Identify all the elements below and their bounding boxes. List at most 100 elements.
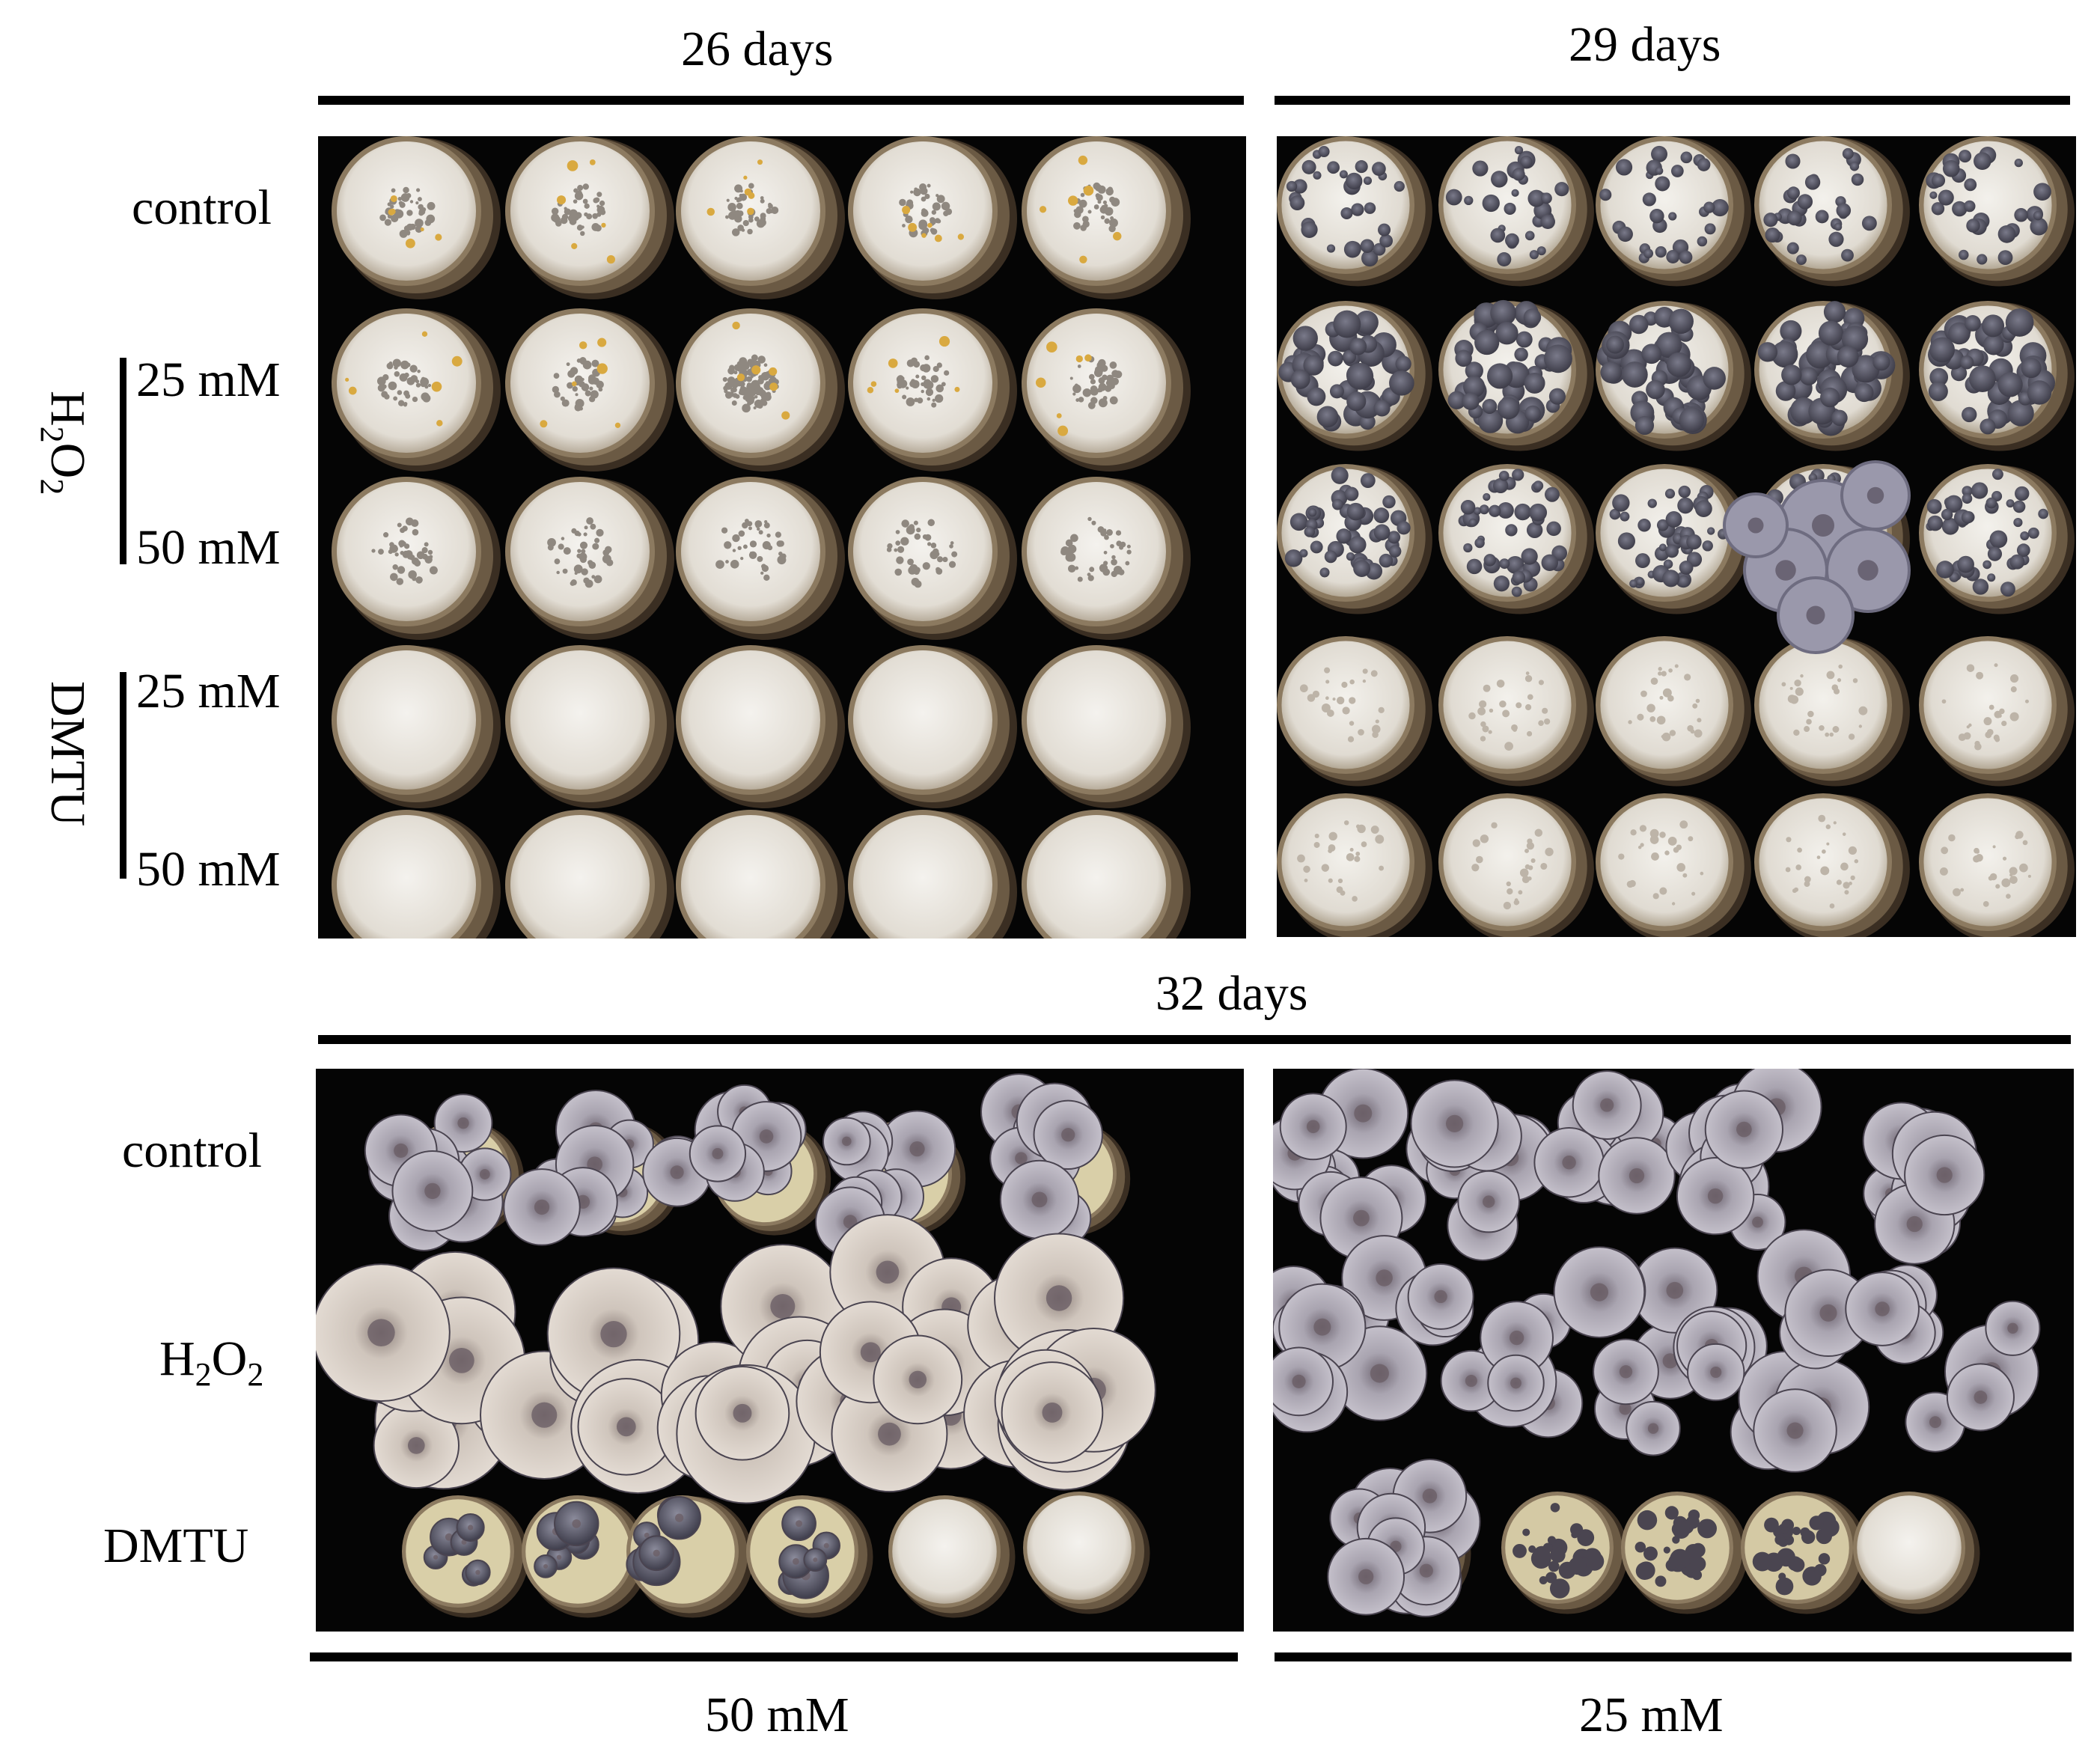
mushrooms-32d-25-control-1 [1273,1069,1426,1260]
footer-25mm: 25 mM [1579,1688,1724,1742]
jar-29d-r1-c4 [1754,136,1910,287]
mushrooms-32d-25-h2o2-4 [1676,1229,1872,1473]
jar-29d-r3-c1 [1277,464,1432,614]
mushrooms-32d-25-control-2 [1405,1079,1556,1261]
jar-32d-50-dmtu-6 [1023,1492,1150,1614]
row-label-dmtu-50mm: 50 mM [136,842,281,897]
mushrooms-32d-50-dmtu-1 [423,1513,491,1587]
row-label-h2o2-bottom: H2O2 [159,1331,264,1394]
row-label-control-top: control [132,180,272,235]
row-label-h2o2-25mm: 25 mM [136,353,281,407]
mushrooms-32d-50-control-2 [503,1090,654,1246]
jar-26d-r2-c4 [848,308,1017,471]
row-label-dmtu-bottom: DMTU [103,1519,249,1573]
header-rule-29-days [1275,96,2070,105]
photo-29-days [1277,136,2076,937]
jar-26d-r1-c2 [505,136,674,299]
jar-29d-r5-c4 [1754,793,1910,937]
jar-29d-r4-c1 [1277,636,1432,787]
jar-26d-r4-c3 [676,645,845,808]
mushrooms-32d-50-dmtu-3 [626,1495,701,1587]
jar-26d-r3-c2 [505,477,674,640]
bracket-h2o2 [120,358,126,564]
mushrooms-32d-25-h2o2-5 [1845,1264,2041,1453]
jar-26d-r1-c4 [848,136,1017,299]
primordia-32d-25-dmtu-3 [1634,1506,1717,1587]
mushrooms-32d-25-dmtu-1 [1327,1459,1481,1617]
group-label-dmtu: DMTU [40,681,95,827]
jar-26d-r2-c1 [332,308,501,471]
jar-26d-r3-c5 [1022,477,1191,640]
jar-29d-r2-c4 [1754,301,1910,451]
jar-26d-r3-c4 [848,477,1017,640]
mushrooms-32d-25-h2o2-2 [1395,1263,1584,1438]
jar-29d-r3-c3 [1596,464,1751,614]
footer-rule-50mm [310,1652,1238,1661]
jar-29d-r5-c1 [1277,793,1432,937]
header-26-days: 26 days [681,22,834,76]
primordia-32d-25-dmtu-2 [1513,1503,1605,1599]
jar-26d-r5-c4 [848,810,1017,939]
jar-26d-r5-c5 [1022,810,1191,939]
header-rule-32-days [318,1035,2071,1044]
mushrooms-32d-50-h2o2-4 [796,1214,1006,1493]
photo-26-days [318,136,1246,939]
jar-26d-r4-c2 [505,645,674,808]
footer-50mm: 50 mM [705,1688,849,1742]
jar-29d-r1-c2 [1438,136,1594,287]
row-label-dmtu-25mm: 25 mM [136,664,281,718]
bracket-dmtu [120,672,126,879]
row-label-control-bottom: control [122,1123,262,1178]
jar-26d-r5-c3 [676,810,845,939]
header-29-days: 29 days [1569,17,1721,72]
jar-32d-50-dmtu-5 [888,1495,1016,1618]
mushrooms-32d-50-dmtu-4 [778,1506,840,1599]
header-32-days: 32 days [1156,966,1308,1021]
jar-26d-r5-c2 [505,810,674,939]
jar-29d-r4-c5 [1919,636,2075,787]
mushroom-cluster-29d [1723,460,1911,654]
jar-26d-r3-c3 [676,477,845,640]
jar-29d-r5-c3 [1596,793,1751,937]
jar-29d-r3-c5 [1919,464,2075,614]
mushrooms-32d-25-h2o2-1 [1273,1235,1428,1433]
mushrooms-32d-50-h2o2-5 [963,1233,1156,1491]
jar-26d-r1-c5 [1022,136,1191,299]
mushrooms-32d-50-control-3 [642,1084,807,1207]
jar-26d-r2-c3 [676,308,845,471]
jar-26d-r4-c1 [332,645,501,808]
photo-32-days-25mm [1273,1069,2074,1632]
jar-29d-r2-c3 [1596,301,1751,451]
group-label-h2o2: H2O2 [33,391,95,495]
mushrooms-32d-50-control-5 [980,1073,1103,1246]
mushrooms-32d-50-dmtu-2 [534,1501,599,1578]
jar-29d-r1-c1 [1277,136,1432,287]
jar-29d-r5-c5 [1919,793,2075,937]
jar-29d-r4-c4 [1754,636,1910,787]
jar-29d-r4-c3 [1596,636,1751,787]
mushrooms-32d-25-control-4 [1665,1069,1822,1251]
footer-rule-25mm [1275,1652,2072,1661]
jar-26d-r1-c3 [676,136,845,299]
mushrooms-32d-50-control-1 [364,1093,512,1251]
jar-26d-r5-c1 [332,810,501,939]
jar-26d-r4-c4 [848,645,1017,808]
primordia-32d-25-dmtu-4 [1752,1511,1840,1596]
header-rule-26-days [318,96,1244,105]
jar-26d-r2-c2 [505,308,674,471]
row-label-h2o2-50mm: 50 mM [136,520,281,575]
jar-29d-r5-c2 [1438,793,1594,937]
mushrooms-32d-25-control-3 [1533,1070,1685,1215]
jar-29d-r3-c2 [1438,464,1594,614]
mushrooms-32d-25-control-5 [1862,1102,1985,1265]
jar-29d-r1-c5 [1919,136,2075,287]
jar-32d-50-dmtu-1 [402,1495,529,1618]
photo-32-days-50mm [316,1069,1244,1632]
jar-26d-r2-c5 [1022,308,1191,471]
jar-29d-r2-c2 [1438,299,1594,451]
jar-29d-r4-c2 [1438,636,1594,787]
jar-29d-r2-c5 [1919,301,2075,451]
jar-26d-r1-c1 [332,136,501,299]
jar-29d-r2-c1 [1277,301,1432,451]
jar-29d-r1-c3 [1596,136,1751,287]
